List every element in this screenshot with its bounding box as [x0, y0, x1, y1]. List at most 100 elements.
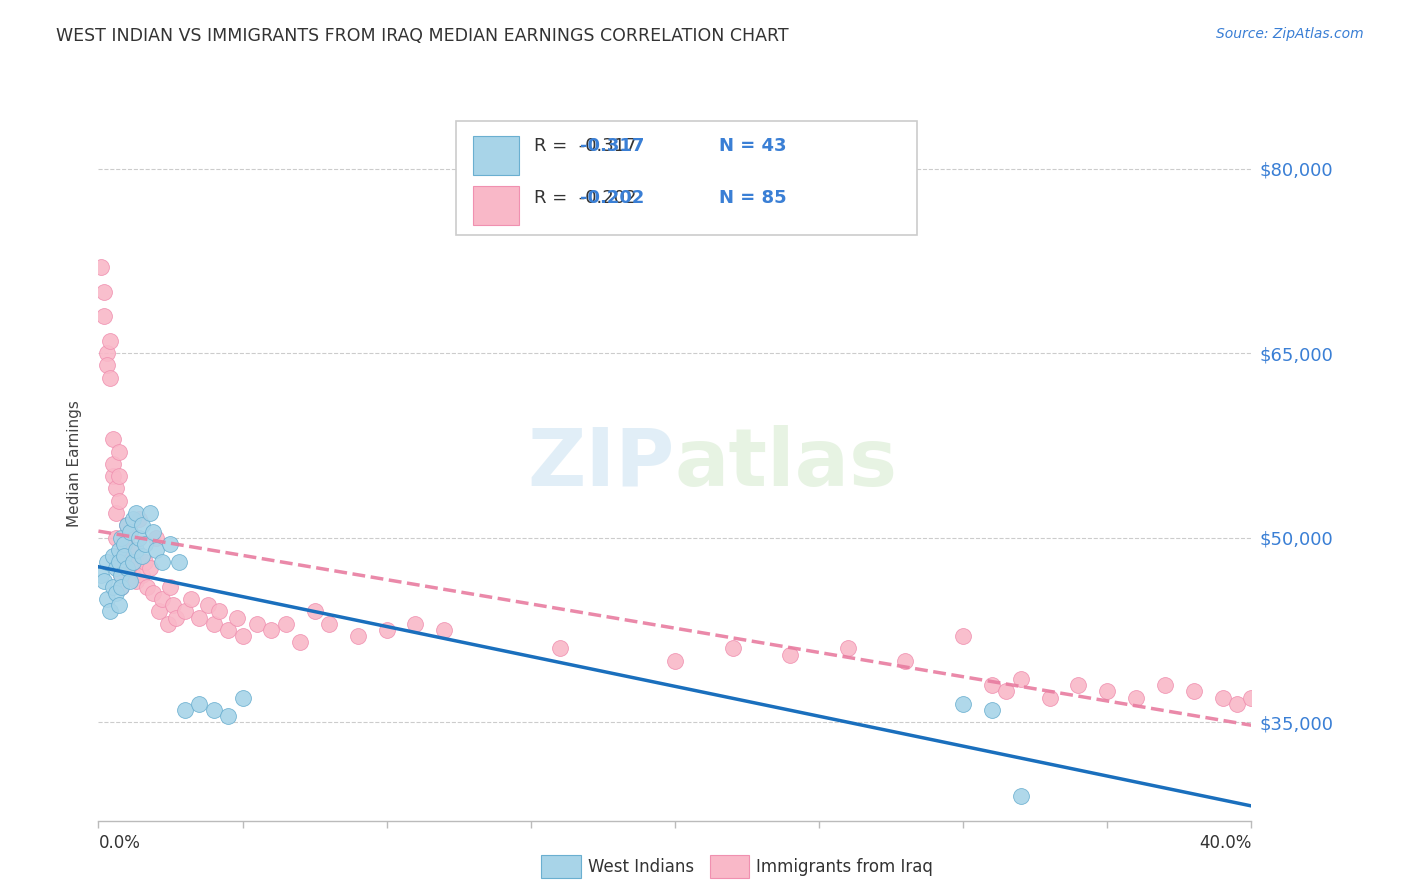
Point [128, 531, 150, 545]
Point [721, 641, 744, 656]
Point [145, 543, 167, 558]
Text: 0.0%: 0.0% [98, 834, 141, 852]
Point [159, 537, 181, 551]
Point [165, 610, 187, 624]
Point [231, 690, 254, 705]
Point [110, 567, 132, 582]
Point [664, 654, 686, 668]
Point [995, 684, 1018, 698]
Point [117, 561, 139, 575]
Point [981, 678, 1004, 692]
Point [375, 623, 398, 637]
Point [1268, 703, 1291, 717]
Point [128, 512, 150, 526]
Point [112, 531, 135, 545]
Point [110, 531, 132, 545]
Point [117, 537, 139, 551]
Point [274, 616, 297, 631]
Point [104, 482, 127, 496]
Point [1226, 697, 1249, 711]
Point [107, 543, 129, 558]
Point [101, 469, 124, 483]
Point [142, 524, 165, 539]
Point [134, 537, 156, 551]
Point [125, 555, 148, 569]
Point [112, 555, 135, 569]
Point [134, 555, 156, 569]
Point [110, 580, 132, 594]
Point [548, 641, 571, 656]
Point [110, 580, 132, 594]
Point [93, 285, 115, 299]
Point [145, 531, 167, 545]
Point [1125, 690, 1147, 705]
Point [246, 616, 269, 631]
Point [318, 616, 340, 631]
Point [131, 567, 153, 582]
Text: N = 43: N = 43 [718, 137, 786, 155]
Text: -0.317: -0.317 [581, 137, 645, 155]
Point [98, 370, 121, 384]
Text: WEST INDIAN VS IMMIGRANTS FROM IRAQ MEDIAN EARNINGS CORRELATION CHART: WEST INDIAN VS IMMIGRANTS FROM IRAQ MEDI… [56, 27, 789, 45]
Point [122, 555, 145, 569]
Point [139, 506, 162, 520]
Point [1010, 789, 1032, 803]
Point [952, 697, 974, 711]
Point [125, 543, 148, 558]
Text: atlas: atlas [675, 425, 898, 503]
Point [101, 580, 124, 594]
FancyBboxPatch shape [472, 136, 519, 175]
Point [122, 543, 145, 558]
Point [225, 610, 247, 624]
Point [202, 703, 225, 717]
Point [174, 605, 197, 619]
Point [125, 506, 148, 520]
Point [101, 457, 124, 471]
Text: Source: ZipAtlas.com: Source: ZipAtlas.com [1216, 27, 1364, 41]
Point [104, 506, 127, 520]
Point [1240, 690, 1263, 705]
Point [217, 623, 239, 637]
Point [104, 531, 127, 545]
Point [148, 605, 170, 619]
Text: R =  -0.202: R = -0.202 [534, 189, 637, 207]
Point [159, 580, 181, 594]
Point [90, 260, 112, 274]
Point [107, 493, 129, 508]
Point [120, 524, 142, 539]
Point [981, 703, 1004, 717]
Point [1182, 684, 1205, 698]
Text: Immigrants from Iraq: Immigrants from Iraq [756, 858, 934, 876]
Point [107, 469, 129, 483]
Text: -0.202: -0.202 [581, 189, 645, 207]
Text: N = 85: N = 85 [718, 189, 786, 207]
Point [117, 518, 139, 533]
Point [122, 567, 145, 582]
Point [117, 518, 139, 533]
Point [1298, 709, 1320, 723]
Point [1038, 690, 1062, 705]
Point [290, 635, 312, 649]
Point [346, 629, 368, 643]
Text: ZIP: ZIP [527, 425, 675, 503]
Y-axis label: Median Earnings: Median Earnings [67, 401, 83, 527]
Point [304, 605, 326, 619]
Text: 40.0%: 40.0% [1199, 834, 1251, 852]
Point [208, 605, 231, 619]
Point [260, 623, 283, 637]
Point [188, 697, 211, 711]
Point [93, 309, 115, 323]
Point [180, 592, 202, 607]
Point [104, 586, 127, 600]
FancyBboxPatch shape [472, 186, 519, 225]
Point [167, 555, 190, 569]
Point [779, 648, 801, 662]
Point [93, 574, 115, 588]
Point [107, 555, 129, 569]
Point [131, 518, 153, 533]
Point [952, 629, 974, 643]
Point [202, 616, 225, 631]
Point [1097, 684, 1119, 698]
Point [120, 574, 142, 588]
Point [96, 555, 118, 569]
